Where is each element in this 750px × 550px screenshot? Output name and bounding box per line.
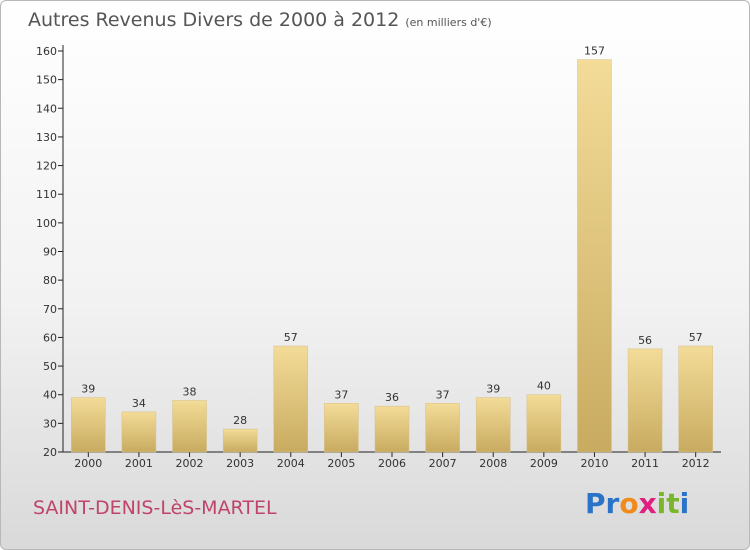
- data-label-2012: 57: [689, 331, 703, 344]
- logo-letter: P: [585, 487, 606, 520]
- bar-2002: [172, 400, 207, 453]
- bar-2005: [324, 403, 359, 453]
- x-tick-label: 2003: [226, 457, 254, 470]
- chart-subtitle: (en milliers d'€): [405, 16, 492, 29]
- bar-2011: [627, 348, 663, 453]
- data-label-2005: 37: [334, 388, 348, 401]
- y-tick-label: 100: [36, 217, 57, 230]
- bar-2000: [71, 397, 106, 453]
- y-tick-label: 160: [36, 45, 57, 58]
- x-tick-label: 2006: [378, 457, 406, 470]
- x-tick-label: 2007: [429, 457, 457, 470]
- logo-letter: o: [619, 487, 639, 520]
- y-tick-label: 150: [36, 74, 57, 87]
- logo-letter: i: [656, 487, 667, 520]
- x-tick-label: 2005: [327, 457, 355, 470]
- bar-2004: [273, 345, 309, 453]
- x-tick-label: 2004: [277, 457, 305, 470]
- x-tick-label: 2009: [530, 457, 558, 470]
- bars: [71, 59, 713, 453]
- proxiti-logo[interactable]: Proxiti: [585, 487, 689, 520]
- y-tick-label: 50: [43, 360, 57, 373]
- logo-letter: x: [638, 487, 657, 520]
- labels: 2000 39 2001 34 2002 38 2003 28 2004 57 2005 37 2006…: [74, 45, 709, 470]
- y-tick-label: 90: [43, 246, 57, 259]
- bar-2006: [374, 405, 410, 453]
- data-label-2010: 157: [584, 45, 605, 58]
- data-label-2003: 28: [233, 414, 247, 427]
- data-label-2004: 57: [284, 331, 298, 344]
- y-tick-label: 110: [36, 188, 57, 201]
- logo-letter: r: [605, 487, 620, 520]
- data-label-2009: 40: [537, 380, 551, 393]
- y-tick-label: 80: [43, 274, 57, 287]
- y-tick-label: 140: [36, 102, 57, 115]
- bar-2007: [425, 403, 460, 453]
- title-text: Autres Revenus Divers de 2000 à 2012: [28, 9, 400, 31]
- bar-2008: [475, 397, 511, 453]
- data-label-2008: 39: [486, 383, 500, 396]
- bar-2012: [678, 345, 713, 453]
- data-label-2007: 37: [436, 388, 450, 401]
- data-label-2011: 56: [638, 334, 652, 347]
- data-label-2000: 39: [81, 383, 95, 396]
- y-tick-label: 120: [36, 160, 57, 173]
- data-label-2001: 34: [132, 397, 146, 410]
- bar-2010: [577, 59, 612, 453]
- x-tick-label: 2002: [176, 457, 204, 470]
- bar-2003: [222, 428, 258, 453]
- x-tick-label: 2011: [631, 457, 659, 470]
- chart-title: Autres Revenus Divers de 2000 à 2012 (en …: [28, 9, 492, 31]
- x-tick-label: 2008: [479, 457, 507, 470]
- x-tick-label: 2000: [74, 457, 102, 470]
- x-tick-label: 2010: [580, 457, 608, 470]
- y-tick-label: 130: [36, 131, 57, 144]
- x-tick-label: 2001: [125, 457, 153, 470]
- x-tick-label: 2012: [682, 457, 710, 470]
- y-tick-label: 20: [43, 446, 57, 459]
- bar-2001: [121, 411, 157, 453]
- y-tick-label: 30: [43, 417, 57, 430]
- y-tick-label: 70: [43, 303, 57, 316]
- commune-name: SAINT-DENIS-LèS-MARTEL: [33, 497, 277, 519]
- y-tick-label: 60: [43, 331, 57, 344]
- data-label-2006: 36: [385, 391, 399, 404]
- y-tick-label: 40: [43, 389, 57, 402]
- logo-letter: t: [666, 487, 680, 520]
- logo-letter: i: [679, 487, 690, 520]
- data-label-2002: 38: [183, 385, 197, 398]
- bar-2009: [526, 394, 562, 453]
